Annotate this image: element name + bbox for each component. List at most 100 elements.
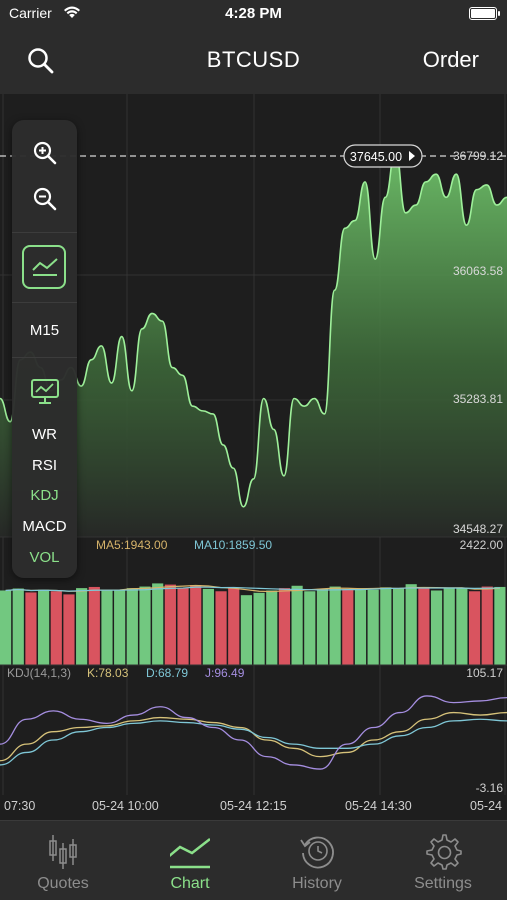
x-axis-label: 05-24 14:30	[345, 799, 412, 813]
kdj-min-label: -3.16	[476, 781, 504, 795]
history-icon	[300, 836, 334, 869]
indicator-rsi-button[interactable]: RSI	[31, 457, 57, 474]
volume-bar	[152, 583, 164, 665]
x-axis-label: 05-24	[470, 799, 502, 813]
volume-bar	[430, 590, 443, 665]
kdj-line	[0, 718, 507, 766]
carrier-label: Carrier	[9, 5, 52, 21]
volume-bar	[494, 586, 506, 665]
volume-bars	[0, 583, 506, 665]
volume-legend-item: MA5:1943.00	[96, 538, 168, 552]
volume-max-label: 2422.00	[460, 538, 504, 552]
volume-bar	[291, 585, 303, 665]
ma10-line	[5, 586, 500, 592]
tab-label: Settings	[414, 875, 472, 892]
kdj-max-label: 105.17	[466, 666, 503, 680]
volume-bar	[177, 588, 189, 665]
current-price-tag: 37645.00	[343, 144, 423, 168]
volume-bar	[266, 590, 278, 665]
volume-bar	[481, 586, 493, 665]
volume-bar	[12, 588, 24, 665]
tab-settings[interactable]: Settings	[380, 821, 506, 900]
kdj-legend: KDJ(14,1,3) K:78.03 D:68.79 J:96.49	[7, 666, 245, 680]
volume-bar	[329, 586, 341, 665]
chart-tools-panel: M15 WR RSI KDJ MACD VOL	[12, 120, 77, 578]
price-line	[0, 150, 507, 508]
line-chart-icon	[170, 838, 210, 869]
kdj-legend-item: J:96.49	[205, 666, 245, 680]
volume-bar	[50, 591, 62, 665]
volume-bar	[456, 588, 468, 665]
monitor-chart-icon[interactable]	[30, 378, 60, 406]
x-axis-label: 07:30	[4, 799, 35, 813]
volume-bar	[139, 586, 151, 665]
volume-bar	[215, 591, 227, 665]
indicator-wr-button[interactable]: WR	[32, 426, 57, 443]
battery-icon	[469, 7, 500, 20]
chart-type-button[interactable]	[22, 245, 66, 289]
volume-bar	[190, 584, 202, 665]
order-button[interactable]: Order	[422, 47, 479, 72]
volume-bar	[380, 587, 392, 665]
price-tick-label: 35283.81	[453, 392, 503, 406]
volume-bar	[342, 588, 354, 665]
x-axis-label: 05-24 10:00	[92, 799, 159, 813]
kdj-line	[0, 695, 507, 770]
tab-history[interactable]: History	[254, 821, 380, 900]
volume-bar	[316, 588, 329, 665]
kdj-lines	[0, 695, 507, 770]
tab-label: Quotes	[37, 875, 89, 892]
volume-bar	[38, 589, 50, 665]
kdj-legend-item: KDJ(14,1,3)	[7, 666, 71, 680]
volume-legend-item: MA10:1859.50	[194, 538, 272, 552]
search-icon[interactable]	[27, 47, 55, 75]
x-axis-label: 05-24 12:15	[220, 799, 287, 813]
status-bar: Carrier 4:28 PM	[0, 0, 507, 28]
volume-bar	[228, 588, 240, 665]
tab-label: Chart	[170, 875, 210, 892]
volume-bar	[468, 591, 481, 665]
tab-label: History	[292, 875, 342, 892]
volume-bar	[304, 591, 316, 665]
gear-icon	[426, 834, 462, 870]
volume-legend: MA5:1943.00 MA10:1859.50	[96, 538, 272, 552]
volume-bar	[443, 588, 455, 665]
volume-bar	[202, 588, 214, 665]
volume-bar	[0, 590, 12, 665]
current-price-label: 37645.00	[350, 150, 402, 164]
kdj-legend-item: K:78.03	[87, 666, 129, 680]
volume-bar	[405, 584, 417, 665]
price-area-fill	[0, 150, 507, 537]
volume-bar	[418, 587, 430, 665]
kdj-legend-item: D:68.79	[146, 666, 188, 680]
line-chart-icon	[32, 258, 58, 276]
volume-bar	[126, 588, 138, 665]
price-tick-label: 36063.58	[453, 264, 503, 278]
nav-bar: BTCUSD Order	[0, 28, 507, 94]
zoom-out-icon[interactable]	[32, 186, 58, 212]
volume-bar	[354, 588, 367, 665]
zoom-in-icon[interactable]	[32, 140, 58, 166]
tab-quotes[interactable]: Quotes	[0, 821, 126, 900]
tab-chart[interactable]: Chart	[127, 821, 253, 900]
candlestick-icon	[49, 835, 77, 869]
interval-button[interactable]: M15	[29, 322, 60, 339]
tab-bar: Quotes Chart History Settings	[0, 820, 507, 900]
x-axis-labels: 07:30 05-24 10:00 05-24 12:15 05-24 14:30 05…	[4, 799, 502, 813]
status-time: 4:28 PM	[225, 5, 282, 22]
chart-area[interactable]: 37645.00 36799.12 36063.58 35283.81 34548.2…	[0, 94, 507, 820]
price-tick-label: 36799.12	[453, 149, 503, 163]
indicator-vol-button[interactable]: VOL	[29, 549, 60, 566]
volume-bar	[253, 592, 265, 665]
volume-bar	[25, 592, 37, 665]
volume-bar	[367, 589, 379, 665]
volume-bar	[240, 595, 252, 665]
volume-bar	[101, 589, 113, 665]
page-title: BTCUSD	[206, 47, 301, 72]
indicator-macd-button[interactable]: MACD	[22, 518, 67, 535]
indicator-kdj-button[interactable]: KDJ	[30, 487, 59, 504]
price-tick-labels: 36799.12 36063.58 35283.81 34548.27	[453, 149, 503, 536]
volume-bar	[164, 584, 176, 665]
volume-bar	[63, 594, 75, 665]
